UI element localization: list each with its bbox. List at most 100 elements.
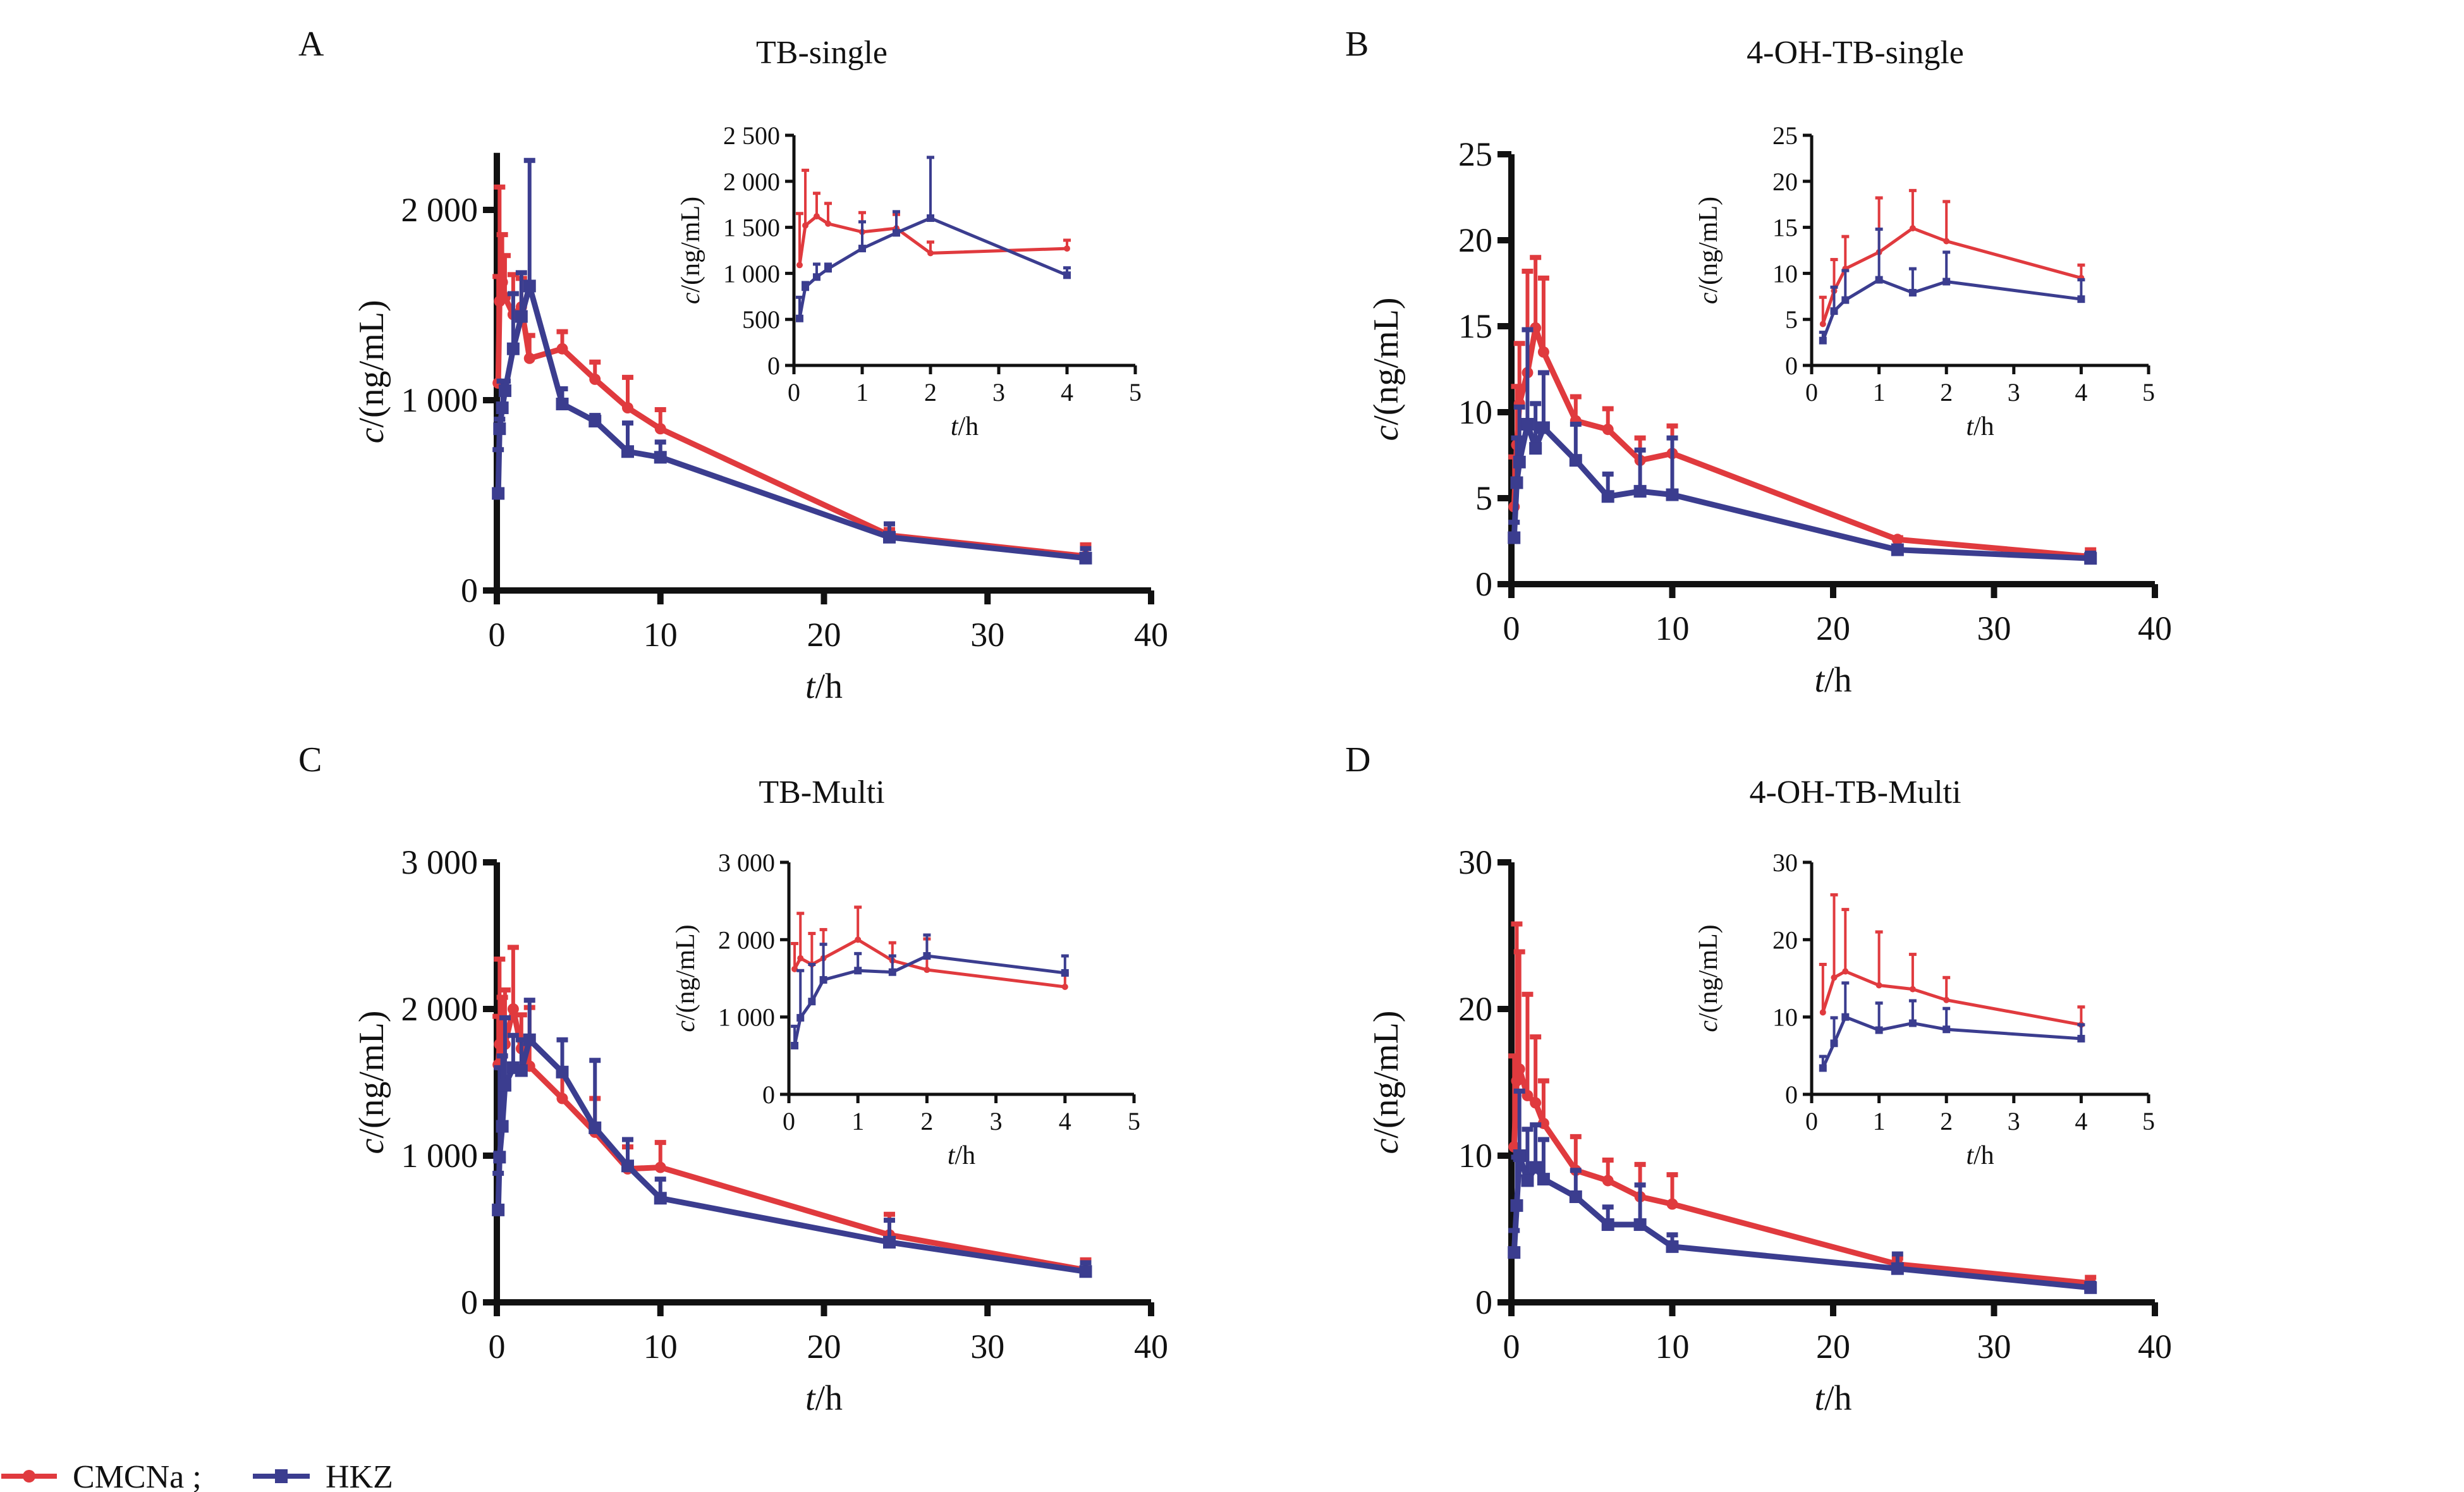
panel-c-main-point-cmcna — [507, 1003, 519, 1015]
panel-d-inset-point-hkz — [2077, 1034, 2085, 1043]
panel-d-main-point-hkz — [1513, 1149, 1526, 1162]
panel-d-inset-point-hkz — [1908, 1019, 1917, 1027]
panel-a-main-point-cmcna — [496, 276, 508, 288]
panel-c-main-y-tick-label: 0 — [461, 1283, 478, 1321]
panel-a-main-point-hkz — [883, 530, 896, 544]
panel-b-main-point-hkz — [1510, 476, 1523, 489]
panel-c-inset-point-hkz — [1061, 969, 1069, 977]
panel-b-main-point-hkz — [1891, 543, 1904, 556]
panel-d-inset-x-tick-label: 3 — [2008, 1107, 2020, 1135]
panel-a-inset-x-axis-label-unit: /h — [958, 412, 979, 441]
panel-a-inset-point-hkz — [893, 229, 900, 237]
panel-b-main-point-hkz — [1529, 442, 1542, 455]
panel-c-main-x-tick-label: 30 — [970, 1328, 1004, 1366]
panel-c-main-x-tick-label: 10 — [643, 1328, 678, 1366]
panel-b-inset-x-tick-label: 5 — [2142, 378, 2155, 407]
panel-b-inset-x-axis-label-unit: /h — [1973, 412, 1994, 441]
panel-b-main-point-hkz — [1537, 421, 1550, 434]
panel-b-main-x-tick-label: 30 — [1977, 609, 2011, 647]
panel-a-inset-y-axis-label-var: c — [676, 292, 705, 304]
panel-c-main-point-hkz — [498, 1079, 511, 1092]
panel-b-main-line-cmcna — [1511, 325, 2091, 560]
panel-a-main-point-hkz — [493, 422, 506, 436]
panel-b-main-x-axis-label-var: t — [1814, 661, 1825, 700]
panel-b-inset-point-cmcna — [1909, 225, 1916, 232]
panel-d-main-y-tick-label: 30 — [1458, 843, 1492, 881]
panel-a-main-point-hkz — [498, 384, 511, 397]
panel-a-inset-plot: 0 1 2 3 4 5 0 500 1 000 1 500 2 000 2 500 t/h c/(ng/m… — [676, 121, 1142, 441]
panel-b-inset-point-hkz — [1875, 276, 1883, 284]
panel-a-inset-x-axis-label: t/h — [951, 412, 979, 441]
panel-c-inset-x-tick-label: 3 — [990, 1107, 1003, 1135]
panel-c-inset-point-cmcna — [791, 965, 798, 972]
panel-b-inset-y-tick-label: 20 — [1772, 168, 1798, 196]
panel-c-inset-x-tick-label: 0 — [783, 1107, 795, 1135]
panel-d-inset-point-cmcna — [1842, 968, 1849, 975]
panel-a-inset-point-cmcna — [802, 222, 809, 229]
panel-b-main-point-hkz — [1513, 455, 1526, 468]
panel-d-inset-x-tick-label: 1 — [1873, 1107, 1886, 1135]
panel-c-inset-x-axis-label: t/h — [948, 1141, 975, 1170]
panel-a-inset-point-hkz — [927, 214, 934, 223]
panel-b-main-y-tick-label: 5 — [1475, 479, 1492, 517]
panel-b-inset-point-hkz — [1830, 307, 1838, 315]
panel-a-main-line-hkz — [495, 283, 1086, 561]
panel-b-inset-point-hkz — [2077, 295, 2085, 303]
legend-marker-hkz — [275, 1469, 288, 1483]
panel-a-inset-point-hkz — [802, 283, 810, 291]
panel-b-main-y-tick-label: 10 — [1458, 393, 1492, 431]
panel-b-main-point-hkz — [1508, 531, 1521, 544]
panel-b-inset-point-hkz — [1943, 278, 1951, 286]
panel-a-main-y-axis-label: c/(ng/mL) — [352, 300, 391, 443]
panel-b-main-point-hkz — [1521, 418, 1534, 431]
panel-b-inset-x-tick-label: 2 — [1940, 378, 1953, 407]
panel-a-inset-y-tick-label: 2 500 — [723, 121, 780, 150]
panel-a-inset-x-tick-label: 0 — [788, 378, 800, 407]
panel-c-main-x-tick-label: 20 — [807, 1328, 841, 1366]
panel-c-main-x-axis-label-var: t — [805, 1379, 816, 1418]
panel-d-main-point-hkz — [1666, 1240, 1679, 1253]
panel-c-main-y-tick-label: 1 000 — [401, 1137, 479, 1175]
panel-a-main-point-hkz — [1079, 551, 1092, 565]
panel-c-main-x-tick-label: 40 — [1134, 1328, 1168, 1366]
panel-d-inset-x-axis-label-var: t — [1966, 1141, 1974, 1170]
panel-a-inset-x-tick-label: 1 — [856, 378, 869, 407]
panel-d-main-line-hkz — [1511, 1153, 2091, 1291]
panel-a-inset-y-axis-label: c/(ng/mL) — [676, 197, 705, 304]
panel-d-main-point-cmcna — [1602, 1175, 1614, 1187]
panel-d-main-line-cmcna — [1511, 1066, 2091, 1287]
panel-a-main-x-tick-label: 10 — [643, 616, 678, 654]
panel-letter-b: B — [1345, 25, 1369, 64]
legend-label-hkz: HKZ — [326, 1459, 393, 1492]
panel-a-inset-y-tick-label: 1 000 — [723, 259, 780, 288]
panel-c-main-x-axis-label: t/h — [805, 1379, 843, 1418]
panel-d-main-point-cmcna — [1666, 1198, 1678, 1210]
panel-d-inset-x-tick-label: 5 — [2142, 1107, 2155, 1135]
panel-d-main-y-axis-label-unit: /(ng/mL) — [1367, 1010, 1406, 1138]
panel-b-inset-point-cmcna — [1943, 238, 1950, 245]
panel-a-main-y-axis-label-unit: /(ng/mL) — [352, 300, 391, 427]
panel-a-inset-y-tick-label: 500 — [742, 305, 780, 334]
panel-a-main-point-hkz — [589, 415, 602, 428]
panel-d-inset-point-cmcna — [1831, 974, 1838, 981]
panel-d-inset-plot: 0 1 2 3 4 5 0 10 20 30 t/h c/(ng/mL) — [1694, 848, 2155, 1170]
panel-c-main-point-hkz — [493, 1151, 506, 1164]
panel-letter-d: D — [1345, 740, 1370, 780]
panel-a-main-y-tick-label: 2 000 — [401, 191, 479, 229]
panel-c-inset-x-tick-label: 1 — [851, 1107, 864, 1135]
panel-b-inset-x-tick-label: 1 — [1873, 378, 1886, 407]
panel-a-main-point-cmcna — [589, 373, 601, 385]
panel-d-inset-y-tick-label: 10 — [1772, 1003, 1798, 1032]
panel-b-inset-x-tick-label: 0 — [1805, 378, 1818, 407]
panel-d-main-y-tick-label: 10 — [1458, 1137, 1492, 1175]
panel-c-inset-point-cmcna — [855, 936, 862, 943]
panel-a-main-y-tick-label: 0 — [461, 572, 478, 609]
panel-b-main-x-tick-label: 40 — [2138, 609, 2172, 647]
panel-d-inset-y-axis-label: c/(ng/mL) — [1694, 924, 1723, 1032]
panel-b-main-point-cmcna — [1602, 424, 1614, 436]
panel-d-main-point-hkz — [1633, 1218, 1647, 1232]
panel-b-main-point-hkz — [2084, 552, 2097, 565]
panel-c-inset-x-tick-label: 5 — [1128, 1107, 1140, 1135]
